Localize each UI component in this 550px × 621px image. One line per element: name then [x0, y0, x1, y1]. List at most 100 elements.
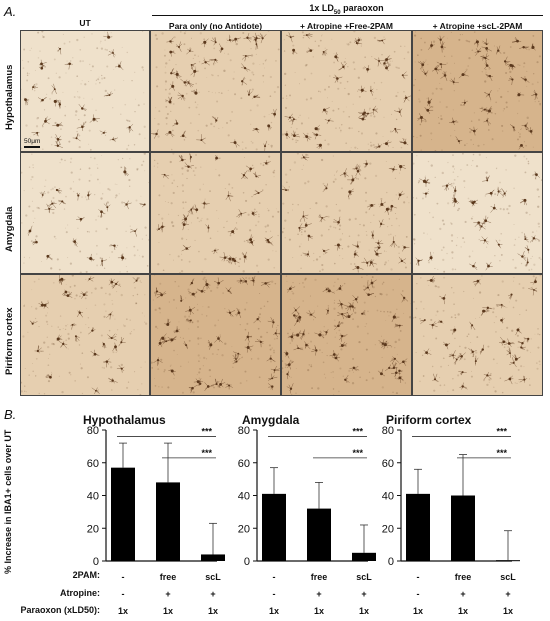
microglia-cell — [396, 369, 403, 376]
condition-atropine-3: + — [505, 589, 511, 599]
microglia-cell — [32, 84, 38, 91]
microglia-cell — [473, 39, 479, 48]
microglia-cell — [233, 351, 241, 359]
condition-atropine-1: - — [416, 589, 420, 599]
microglia-cell — [139, 203, 146, 208]
condition-atropine-3: + — [361, 589, 367, 599]
microglia-cell — [235, 307, 242, 319]
microglia-cell — [337, 299, 347, 310]
microglia-cell — [468, 348, 477, 357]
microglia-cell — [58, 199, 67, 205]
microglia-cell — [40, 301, 50, 309]
condition-2pam-2: free — [159, 572, 177, 582]
microglia-cell — [388, 165, 398, 173]
microglia-cell — [325, 287, 335, 294]
micrograph-tile-r1-c1 — [20, 30, 150, 152]
condition-2pam-2: free — [310, 572, 328, 582]
microglia-cell — [318, 215, 328, 223]
microglia-cell — [399, 137, 409, 146]
microglia-cell — [302, 250, 310, 258]
microglia-cell — [500, 317, 505, 324]
microglia-cell — [298, 223, 305, 232]
microglia-cell — [260, 281, 271, 288]
microglia-cell — [218, 43, 224, 53]
microglia-cell — [196, 134, 206, 145]
microglia-cell — [172, 119, 179, 127]
microglia-cell — [190, 88, 198, 95]
microglia-cell — [382, 63, 391, 72]
microglia-cell — [383, 139, 392, 147]
microglia-cell — [299, 329, 306, 340]
microglia-cell — [437, 35, 445, 44]
microglia-cell — [479, 344, 485, 355]
microglia-cell — [324, 118, 334, 124]
microglia-cell — [129, 228, 138, 237]
microglia-cell — [289, 116, 297, 125]
microglia-cell — [461, 99, 468, 107]
condition-paraoxon-2: 1x — [457, 606, 468, 616]
microglia-cell — [263, 140, 268, 151]
microglia-cell — [215, 154, 221, 161]
microglia-cell — [109, 136, 118, 142]
row-label-paraoxon: Paraoxon (xLD50): — [20, 605, 100, 615]
microglia-cell — [490, 203, 498, 213]
microglia-cell — [525, 127, 534, 135]
bar-chart-svg: Piriform cortex 0 20 40 60 80 *** *** — [382, 413, 520, 568]
microglia-cell — [369, 85, 374, 96]
microglia-cell — [227, 227, 237, 235]
y-tick-label: 60 — [87, 458, 99, 470]
microglia-cell — [201, 200, 210, 209]
microglia-cell — [72, 133, 81, 142]
microglia-cell — [483, 60, 491, 70]
microglia-cell — [89, 114, 100, 123]
microglia-cell — [508, 75, 514, 86]
microglia-cell — [325, 307, 329, 315]
microglia-cell — [304, 341, 311, 350]
microglia-cell — [368, 279, 377, 288]
microglia-cell — [44, 203, 55, 214]
column-header-para-only: Para only (no Antidote) — [168, 21, 263, 31]
microglia-cell — [282, 186, 290, 192]
microglia-cell — [384, 206, 392, 216]
micrograph-tile-r3-c4 — [412, 274, 543, 396]
microglia-cell — [354, 38, 363, 45]
microglia-cell — [87, 190, 92, 200]
bar-3 — [352, 552, 376, 561]
microglia-cell — [345, 311, 353, 319]
microglia-cell — [482, 38, 489, 46]
y-tick-label: 0 — [93, 556, 99, 568]
microglia-cell — [76, 192, 80, 201]
condition-paraoxon-2: 1x — [162, 606, 173, 616]
microglia-cell — [333, 74, 343, 83]
microglia-cell — [392, 362, 398, 370]
microglia-cell — [374, 245, 381, 253]
microglia-cell — [86, 253, 95, 262]
microglia-cell — [322, 248, 330, 255]
microglia-cell — [267, 124, 272, 131]
microglia-cell — [400, 293, 409, 303]
treatment-header-sub: 50 — [333, 9, 341, 16]
microglia-cell — [479, 236, 489, 245]
microglia-cell — [339, 168, 349, 178]
y-tick-label: 0 — [244, 556, 250, 568]
microglia-cell — [364, 65, 371, 73]
microglia-cell — [245, 165, 255, 172]
significance-stars: *** — [201, 448, 212, 458]
microglia-cell — [372, 105, 378, 115]
microglia-cell — [165, 130, 175, 138]
microglia-cell — [481, 46, 492, 53]
microglia-cell — [428, 41, 435, 50]
microglia-cell — [403, 95, 411, 103]
microglia-cell — [367, 203, 376, 211]
significance-stars: *** — [496, 427, 507, 437]
microglia-cell — [292, 330, 302, 337]
microglia-cell — [345, 305, 356, 311]
microglia-cell — [161, 173, 170, 179]
microglia-cell — [312, 132, 322, 140]
microglia-cell — [518, 143, 524, 150]
microglia-cell — [311, 345, 318, 356]
microglia-cell — [241, 251, 247, 263]
microglia-cell — [118, 336, 126, 347]
microglia-cell — [332, 216, 341, 226]
microglia-cell — [377, 368, 386, 377]
